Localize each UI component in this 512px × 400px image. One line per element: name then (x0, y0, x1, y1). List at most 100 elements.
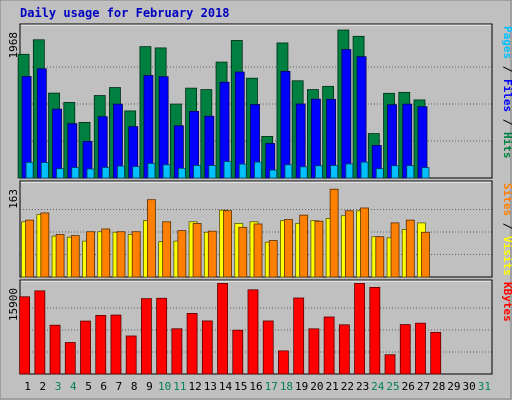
bar-kbytes-day-4 (64, 342, 76, 375)
bar-kbytes-day-20 (308, 328, 320, 375)
series-files (21, 49, 428, 179)
panel-hits: 1968 Pages / Files / Hits (7, 23, 512, 179)
panel-kbytes: 15900 KBytes (7, 279, 512, 375)
bar-pages-day-24 (375, 168, 384, 179)
bar-sites-day-27 (421, 231, 430, 278)
bar-kbytes-day-3 (49, 324, 61, 375)
bar-pages-day-3 (56, 168, 64, 179)
x-tick-label: 8 (131, 380, 138, 393)
x-tick-label: 3 (55, 380, 62, 393)
bar-kbytes-day-27 (415, 322, 426, 375)
bar-sites-day-22 (344, 210, 354, 278)
bar-sites-day-4 (70, 235, 80, 278)
series-pages (25, 161, 430, 179)
x-tick-label: 4 (70, 380, 77, 393)
legend-kbytes: KBytes (501, 282, 512, 322)
chart-title: Daily usage for February 2018 (20, 6, 230, 20)
panel-kbytes-legend-text: KBytes (501, 282, 512, 322)
bar-pages-day-21 (330, 165, 339, 179)
bar-sites-day-24 (375, 236, 385, 278)
x-tick-label: 28 (432, 380, 445, 393)
x-tick-label: 24 (371, 380, 385, 393)
bar-kbytes-day-16 (247, 289, 259, 375)
legend-hits: Hits (501, 132, 512, 159)
bar-pages-day-11 (177, 167, 186, 179)
bar-files-day-3 (52, 108, 62, 179)
bar-sites-day-15 (238, 226, 248, 278)
bar-kbytes-day-15 (232, 329, 244, 375)
x-tick-label: 6 (100, 380, 107, 393)
series-sites (25, 188, 430, 278)
panel-hits-legend-text: Pages / Files / Hits (501, 26, 512, 159)
bar-kbytes-day-6 (95, 315, 107, 375)
bar-files-day-23 (356, 56, 367, 179)
bar-sites-day-2 (40, 212, 50, 278)
x-tick-label: 5 (85, 380, 92, 393)
panel-hits-legend: Pages / Files / Hits (501, 26, 512, 159)
x-tick-label: 17 (265, 380, 278, 393)
bar-sites-day-16 (253, 223, 263, 278)
bar-kbytes-day-9 (141, 298, 152, 375)
x-tick-label: 11 (173, 380, 186, 393)
x-tick-label: 14 (219, 380, 233, 393)
x-tick-label: 16 (249, 380, 262, 393)
x-tick-label: 12 (188, 380, 201, 393)
bar-sites-day-7 (116, 231, 126, 278)
bar-sites-day-3 (55, 234, 65, 278)
bar-kbytes-day-5 (80, 320, 91, 375)
bar-pages-day-26 (406, 165, 415, 179)
bar-kbytes-day-28 (430, 331, 442, 375)
bar-sites-day-25 (390, 222, 400, 278)
bar-sites-day-9 (147, 199, 156, 278)
bar-pages-day-9 (147, 163, 156, 179)
panel-sites-legend-text: Sites / Visits (501, 183, 512, 276)
bar-sites-day-26 (405, 219, 415, 278)
bar-pages-day-2 (40, 162, 49, 179)
bar-pages-day-23 (360, 161, 369, 179)
x-tick-label: 30 (463, 380, 476, 393)
bar-kbytes-day-25 (384, 354, 396, 375)
bar-pages-day-27 (421, 167, 430, 179)
bar-sites-day-17 (268, 240, 278, 278)
bar-kbytes-day-21 (323, 316, 335, 375)
legend-sites: Sites (501, 183, 512, 216)
bar-pages-day-1 (25, 162, 34, 179)
legend-pages: Pages (501, 26, 512, 59)
x-tick-label: 23 (356, 380, 369, 393)
bar-kbytes-day-11 (171, 328, 183, 375)
bar-files-day-9 (143, 75, 154, 179)
x-tick-label: 1 (24, 380, 31, 393)
bar-pages-day-8 (132, 166, 141, 179)
bar-sites-day-18 (284, 219, 293, 278)
bar-sites-day-10 (162, 221, 172, 278)
series-kbytes (19, 282, 442, 375)
panel-hits-ymax-label: 1968 (7, 32, 20, 59)
bar-kbytes-day-8 (125, 335, 137, 375)
panel-sites: 163 Sites / Visits (7, 180, 512, 278)
bar-kbytes-day-10 (156, 297, 168, 375)
x-tick-label: 2 (40, 380, 47, 393)
bar-pages-day-10 (162, 164, 171, 179)
bar-sites-day-13 (207, 230, 217, 278)
bar-pages-day-20 (315, 165, 323, 179)
panel-kbytes-ymax-label: 15900 (7, 288, 20, 321)
bar-sites-day-12 (192, 223, 202, 278)
bar-files-day-22 (341, 49, 352, 179)
bar-kbytes-day-23 (354, 282, 365, 375)
x-tick-label: 7 (116, 380, 123, 393)
panel-sites-ymax-label: 163 (7, 189, 20, 209)
bar-kbytes-day-19 (293, 297, 305, 375)
legend-separator: / (501, 59, 512, 79)
legend-visits: Visits (501, 236, 512, 276)
x-tick-label: 20 (310, 380, 323, 393)
x-tick-label: 26 (402, 380, 415, 393)
bar-kbytes-day-14 (217, 282, 228, 375)
bar-kbytes-day-17 (262, 320, 274, 375)
bar-sites-day-11 (177, 230, 187, 278)
panel-kbytes-legend: KBytes (501, 282, 512, 322)
bar-kbytes-day-24 (369, 286, 381, 375)
bar-pages-day-5 (86, 168, 95, 179)
bar-kbytes-day-12 (186, 313, 198, 375)
